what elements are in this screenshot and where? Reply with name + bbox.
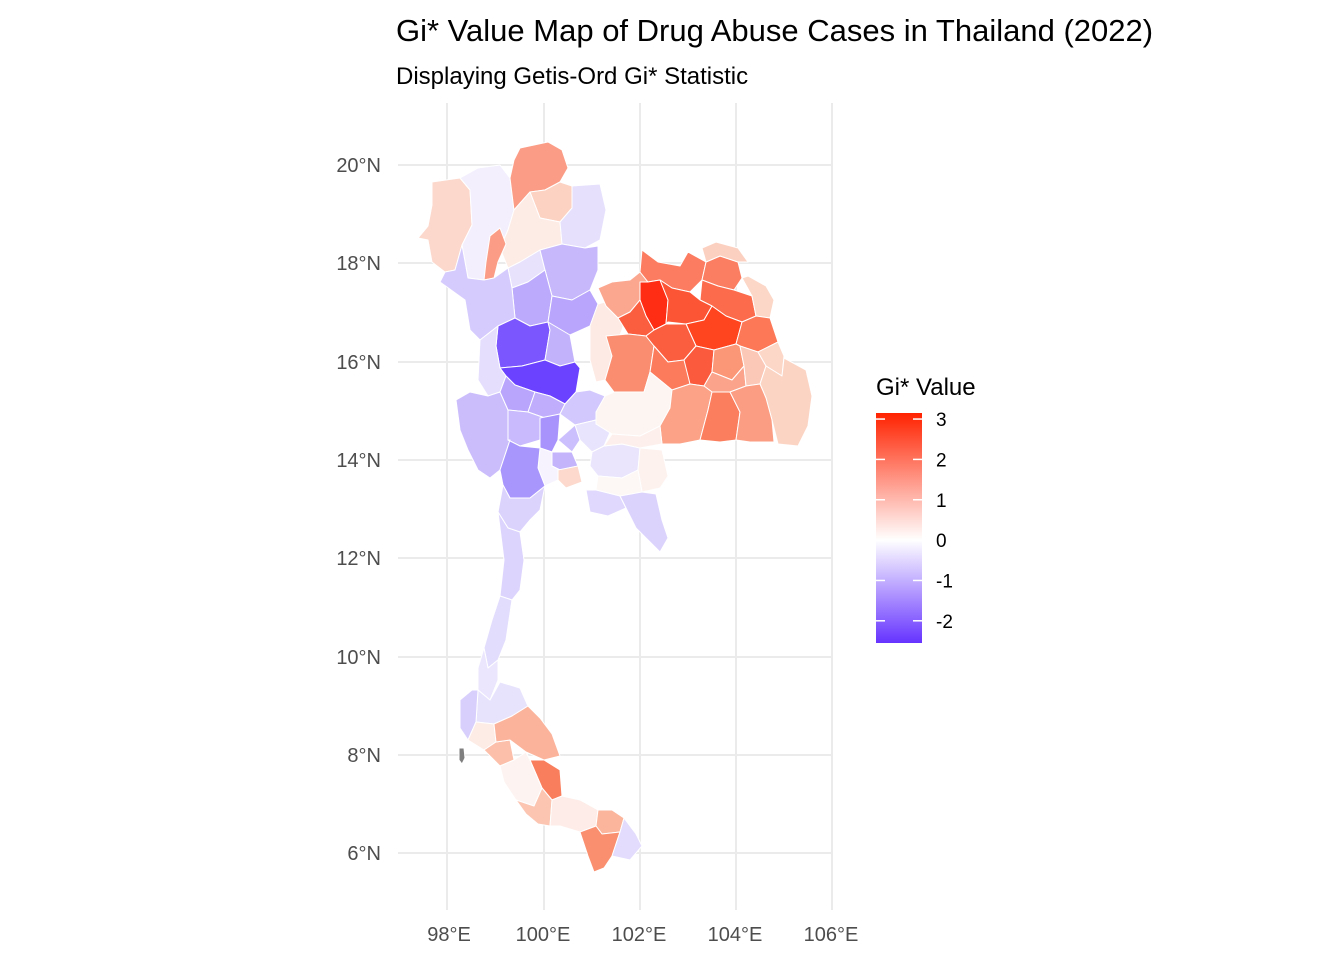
y-axis-labels: 20°N 18°N 16°N 14°N 12°N 10°N 8°N 6°N xyxy=(336,155,381,865)
map-subtitle: Displaying Getis-Ord Gi* Statistic xyxy=(396,63,748,90)
province-region[interactable] xyxy=(539,413,561,453)
province-layer xyxy=(417,141,813,873)
province-region[interactable] xyxy=(557,465,583,489)
legend-label: 3 xyxy=(936,410,947,431)
y-tick-label: 6°N xyxy=(347,843,381,865)
y-tick-label: 8°N xyxy=(347,745,381,767)
province-region[interactable] xyxy=(729,383,775,443)
province-region[interactable] xyxy=(483,227,507,281)
province-region[interactable] xyxy=(497,511,525,601)
legend-label: 2 xyxy=(936,450,947,471)
x-tick-label: 98°E xyxy=(427,924,471,946)
province-region[interactable] xyxy=(549,795,599,833)
legend-colorbar xyxy=(876,413,922,643)
x-axis-labels: 98°E 100°E 102°E 104°E 106°E xyxy=(427,924,858,946)
province-region[interactable] xyxy=(603,425,663,449)
legend: Gi* Value 3 2 1 0 -1 -2 xyxy=(876,374,976,643)
y-tick-label: 12°N xyxy=(336,548,381,570)
legend-label: -1 xyxy=(936,571,953,592)
legend-title: Gi* Value xyxy=(876,374,976,401)
legend-ticks: 3 2 1 0 -1 -2 xyxy=(876,410,953,633)
province-region[interactable] xyxy=(619,491,669,553)
province-region[interactable] xyxy=(499,439,546,499)
province-region[interactable] xyxy=(611,817,643,861)
province-region[interactable] xyxy=(637,447,669,493)
x-tick-label: 106°E xyxy=(804,924,859,946)
x-tick-label: 104°E xyxy=(708,924,763,946)
y-tick-label: 20°N xyxy=(336,155,381,177)
province-region[interactable] xyxy=(483,739,515,767)
y-tick-label: 16°N xyxy=(336,352,381,374)
legend-label: 1 xyxy=(936,491,947,512)
y-tick-label: 10°N xyxy=(336,647,381,669)
map-title: Gi* Value Map of Drug Abuse Cases in Tha… xyxy=(396,13,1153,48)
na-island xyxy=(458,747,466,765)
province-region[interactable] xyxy=(595,809,625,835)
legend-label: 0 xyxy=(936,531,947,552)
y-tick-label: 14°N xyxy=(336,450,381,472)
x-tick-label: 102°E xyxy=(612,924,667,946)
province-region[interactable] xyxy=(477,647,499,701)
legend-label: -2 xyxy=(936,612,953,633)
x-tick-label: 100°E xyxy=(516,924,571,946)
y-tick-label: 18°N xyxy=(336,253,381,275)
province-region[interactable] xyxy=(701,241,749,263)
